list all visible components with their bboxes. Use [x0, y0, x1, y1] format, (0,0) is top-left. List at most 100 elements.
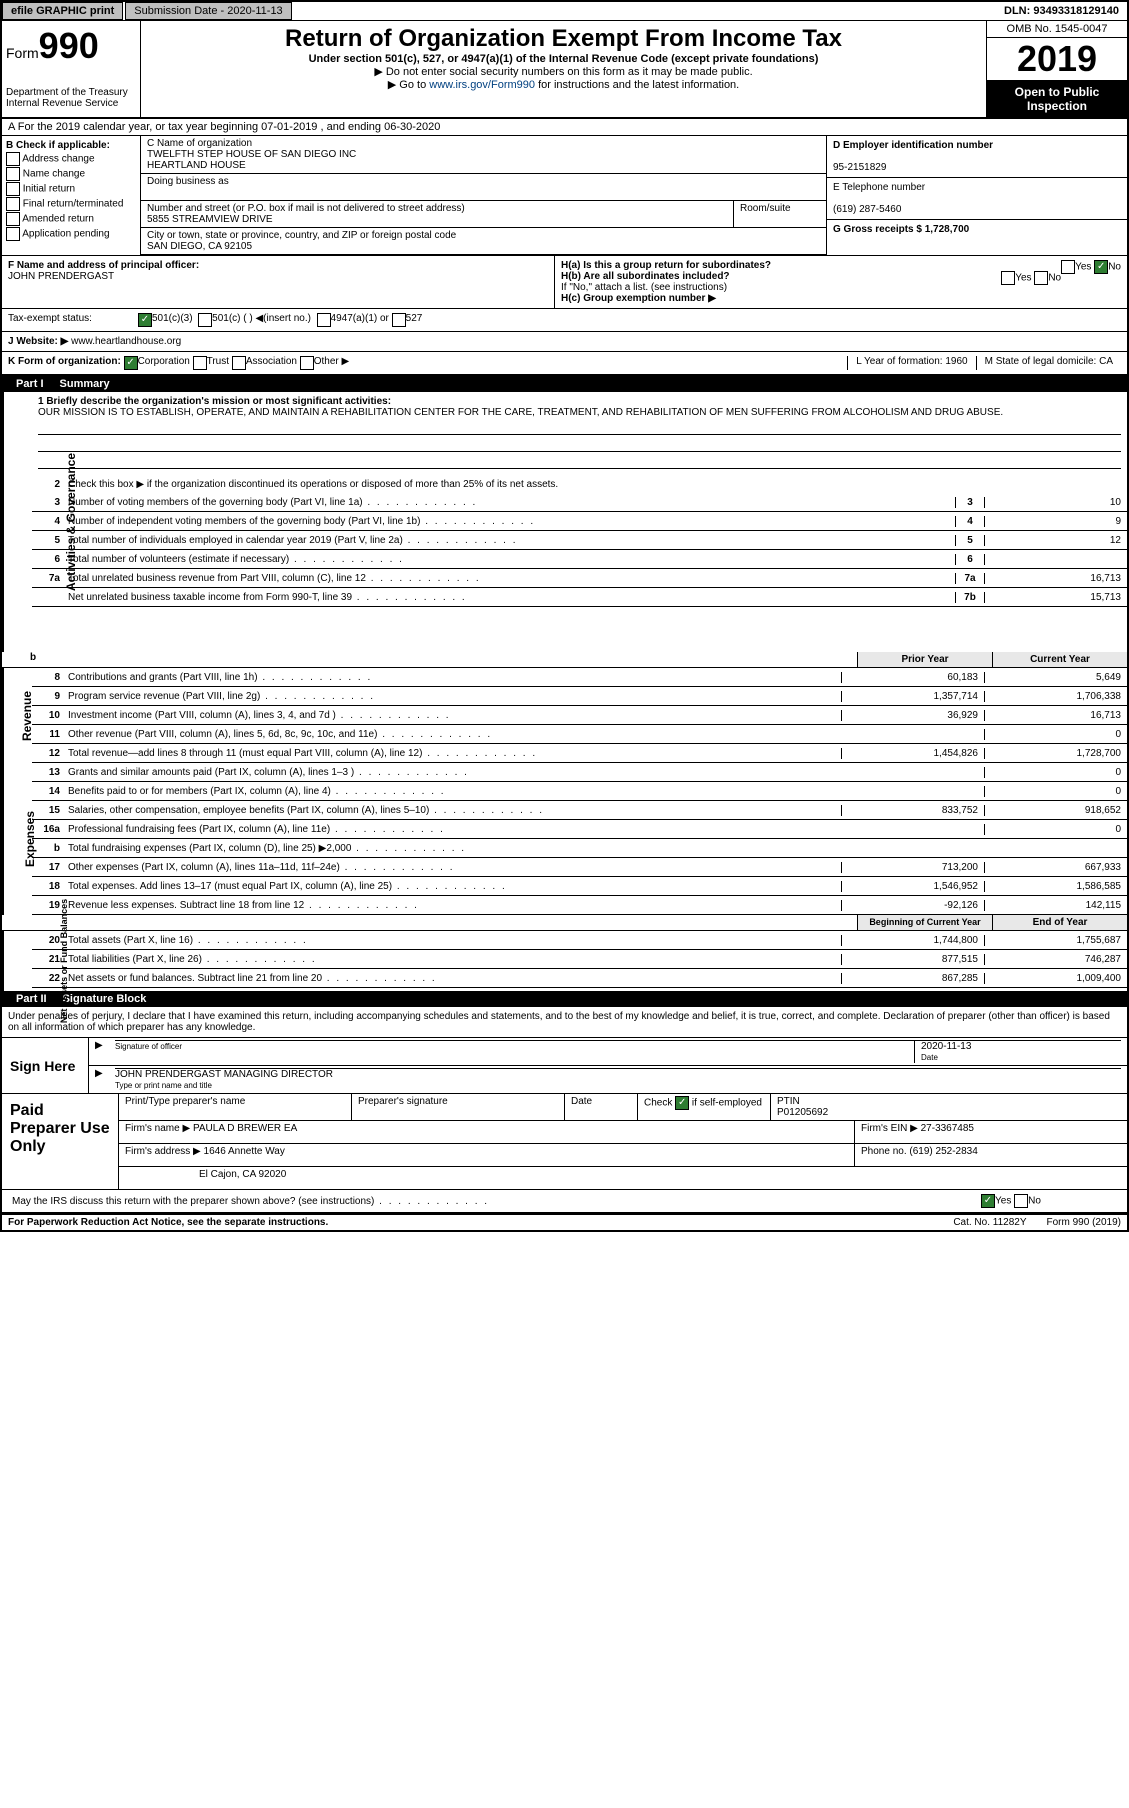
- name-title-label: Type or print name and title: [115, 1081, 212, 1090]
- ha-yes-checkbox[interactable]: [1061, 260, 1075, 274]
- phone-label: Phone no.: [861, 1146, 907, 1157]
- firm-ein: 27-3367485: [921, 1123, 974, 1134]
- ha-no-checkbox[interactable]: ✓: [1094, 260, 1108, 274]
- tel-label: E Telephone number: [833, 182, 925, 193]
- prior-value: 1,744,800: [841, 935, 984, 946]
- chk-label: Address change: [22, 154, 94, 165]
- current-value: 667,933: [984, 862, 1127, 873]
- begin-year-header: Beginning of Current Year: [857, 915, 992, 930]
- current-value: 1,009,400: [984, 973, 1127, 984]
- ptin-value: P01205692: [777, 1107, 828, 1118]
- 501c3-checkbox[interactable]: ✓: [138, 313, 152, 327]
- side-label-expenses: Expenses: [23, 811, 37, 867]
- side-label-revenue: Revenue: [20, 690, 34, 740]
- col-b-checkboxes: B Check if applicable: Address change Na…: [2, 136, 141, 255]
- instructions-link[interactable]: www.irs.gov/Form990: [429, 79, 535, 91]
- subtitle-2: ▶ Do not enter social security numbers o…: [145, 65, 982, 78]
- line-a: A For the 2019 calendar year, or tax yea…: [2, 119, 1127, 136]
- current-value: 918,652: [984, 805, 1127, 816]
- 4947-checkbox[interactable]: [317, 313, 331, 327]
- current-value: 0: [984, 729, 1127, 740]
- preparer-sig-label: Preparer's signature: [352, 1094, 565, 1120]
- prior-value: 1,357,714: [841, 691, 984, 702]
- 501c-checkbox[interactable]: [198, 313, 212, 327]
- line-desc: Number of voting members of the governin…: [64, 495, 955, 510]
- form-org-label: K Form of organization:: [8, 356, 121, 370]
- submission-date: Submission Date - 2020-11-13: [125, 2, 291, 20]
- opt-label: 4947(a)(1) or: [331, 313, 389, 327]
- line-desc: Number of independent voting members of …: [64, 514, 955, 529]
- prior-value: 833,752: [841, 805, 984, 816]
- address-change-checkbox[interactable]: [6, 152, 20, 166]
- opt-label: Other ▶: [314, 356, 349, 370]
- ptin-label: PTIN: [777, 1096, 800, 1107]
- opt-label: 501(c)(3): [152, 313, 193, 327]
- line-desc: Total liabilities (Part X, line 26): [64, 952, 841, 967]
- website-value: www.heartlandhouse.org: [71, 336, 181, 347]
- paperwork-notice: For Paperwork Reduction Act Notice, see …: [8, 1217, 933, 1228]
- prior-value: 877,515: [841, 954, 984, 965]
- line-desc: Other expenses (Part IX, column (A), lin…: [64, 860, 841, 875]
- discuss-no-checkbox[interactable]: [1014, 1194, 1028, 1208]
- self-employed-checkbox[interactable]: ✓: [675, 1096, 689, 1110]
- opt-label: 501(c) ( ) ◀(insert no.): [212, 313, 311, 327]
- trust-checkbox[interactable]: [193, 356, 207, 370]
- gross-receipts: G Gross receipts $ 1,728,700: [833, 224, 969, 235]
- cat-number: Cat. No. 11282Y: [933, 1217, 1046, 1228]
- line-value: 16,713: [985, 573, 1127, 584]
- line-desc: Professional fundraising fees (Part IX, …: [64, 822, 841, 837]
- prior-value: 1,546,952: [841, 881, 984, 892]
- hb-label: H(b) Are all subordinates included?: [561, 271, 730, 282]
- hb-no-checkbox[interactable]: [1034, 271, 1048, 285]
- line-box: 3: [955, 497, 985, 508]
- line-desc: Total assets (Part X, line 16): [64, 933, 841, 948]
- line-desc: Program service revenue (Part VIII, line…: [64, 689, 841, 704]
- form-version: Form 990 (2019): [1047, 1217, 1121, 1228]
- line-desc: Salaries, other compensation, employee b…: [64, 803, 841, 818]
- self-employed-label: if self-employed: [692, 1098, 762, 1109]
- other-checkbox[interactable]: [300, 356, 314, 370]
- initial-return-checkbox[interactable]: [6, 182, 20, 196]
- name-change-checkbox[interactable]: [6, 167, 20, 181]
- hb-yes-checkbox[interactable]: [1001, 271, 1015, 285]
- omb-number: OMB No. 1545-0047: [987, 21, 1127, 38]
- current-value: 0: [984, 786, 1127, 797]
- final-return-checkbox[interactable]: [6, 197, 20, 211]
- part-number: Part I: [8, 378, 52, 390]
- prior-value: 60,183: [841, 672, 984, 683]
- preparer-date-label: Date: [565, 1094, 638, 1120]
- dept-label: Department of the Treasury Internal Reve…: [6, 87, 136, 109]
- city-label: City or town, state or province, country…: [147, 230, 820, 241]
- street-address: 5855 STREAMVIEW DRIVE: [147, 214, 727, 225]
- 527-checkbox[interactable]: [392, 313, 406, 327]
- amended-return-checkbox[interactable]: [6, 212, 20, 226]
- line-box: 7b: [955, 592, 985, 603]
- application-pending-checkbox[interactable]: [6, 227, 20, 241]
- officer-name-title: JOHN PRENDERGAST MANAGING DIRECTOR: [115, 1069, 333, 1080]
- line-desc: Total number of individuals employed in …: [64, 533, 955, 548]
- room-suite-label: Room/suite: [734, 201, 826, 227]
- efile-print-button[interactable]: efile GRAPHIC print: [2, 2, 123, 20]
- ha-label: H(a) Is this a group return for subordin…: [561, 260, 771, 271]
- side-label-governance: Activities & Governance: [64, 453, 78, 591]
- year-formation: L Year of formation: 1960: [847, 356, 975, 370]
- line-desc: Revenue less expenses. Subtract line 18 …: [64, 898, 841, 913]
- ein-value: 95-2151829: [833, 162, 886, 173]
- state-domicile: M State of legal domicile: CA: [976, 356, 1121, 370]
- current-value: 1,755,687: [984, 935, 1127, 946]
- discuss-yes-checkbox[interactable]: ✓: [981, 1194, 995, 1208]
- corporation-checkbox[interactable]: ✓: [124, 356, 138, 370]
- line-box: 5: [955, 535, 985, 546]
- association-checkbox[interactable]: [232, 356, 246, 370]
- end-year-header: End of Year: [992, 915, 1127, 930]
- line-desc: Total fundraising expenses (Part IX, col…: [64, 841, 841, 856]
- current-year-header: Current Year: [992, 652, 1127, 667]
- prior-value: 1,454,826: [841, 748, 984, 759]
- current-value: 1,586,585: [984, 881, 1127, 892]
- firm-addr1: 1646 Annette Way: [204, 1146, 285, 1157]
- subtitle-3-pre: ▶ Go to: [388, 79, 429, 91]
- date-label: Date: [921, 1053, 938, 1062]
- chk-label: Name change: [23, 169, 85, 180]
- officer-name: JOHN PRENDERGAST: [8, 271, 114, 282]
- subtitle-1: Under section 501(c), 527, or 4947(a)(1)…: [145, 53, 982, 65]
